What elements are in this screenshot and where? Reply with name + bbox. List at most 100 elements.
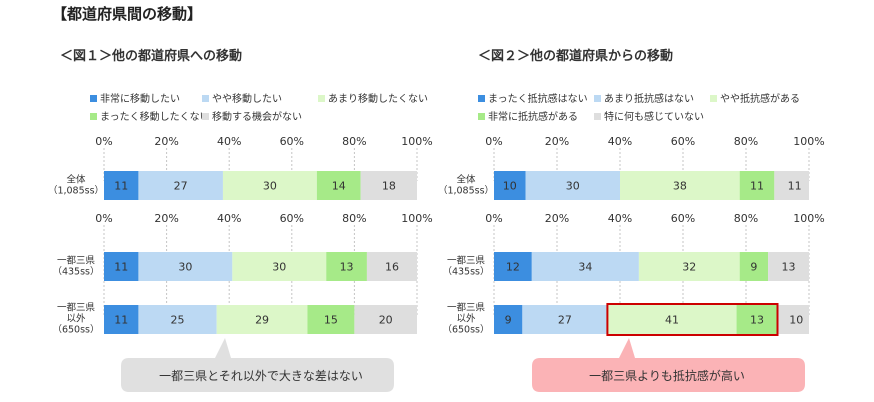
legend-swatch — [202, 113, 209, 120]
bar-segment — [216, 305, 308, 334]
tick-label: 20% — [545, 135, 569, 148]
legend-label: まったく移動したくない — [100, 112, 210, 123]
data-label: 34 — [578, 261, 592, 274]
data-label: 30 — [566, 180, 580, 193]
callout-bubble — [532, 338, 805, 392]
row-label: 以外 — [66, 313, 86, 325]
legend-item: 非常に抵抗感がある — [478, 108, 578, 123]
tick-label: 80% — [342, 212, 366, 225]
legend-label: 特に何も感じていない — [604, 112, 704, 123]
legend-swatch — [478, 95, 485, 102]
tick-label: 20% — [154, 212, 178, 225]
tick-label: 100% — [401, 135, 432, 148]
data-label: 30 — [178, 261, 192, 274]
bar-segment — [138, 252, 233, 281]
tick-label: 60% — [280, 212, 304, 225]
bar-segment — [104, 171, 139, 200]
tick-label: 40% — [608, 135, 632, 148]
row-label: （650ss） — [52, 324, 99, 336]
bar-segment — [307, 305, 355, 334]
data-label: 25 — [171, 314, 185, 327]
bar-segment — [620, 171, 740, 200]
legend-swatch — [594, 95, 601, 102]
data-label: 11 — [114, 180, 128, 193]
tick-label: 100% — [793, 135, 824, 148]
row-label: 全体 — [66, 174, 86, 186]
data-label: 16 — [385, 261, 399, 274]
row-label: 一都三県 — [57, 303, 96, 314]
row-label: （435ss） — [442, 266, 489, 278]
data-label: 18 — [382, 180, 396, 193]
legend-item: やや抵抗感がある — [710, 90, 800, 105]
data-label: 27 — [174, 180, 188, 193]
tick-label: 0% — [95, 135, 112, 148]
callout-text-2: 一都三県よりも抵抗感が高い — [589, 369, 745, 383]
page-title: 【都道府県間の移動】 — [52, 5, 203, 23]
legend-item: あまり抵抗感はない — [594, 90, 694, 105]
tick-label: 40% — [217, 135, 241, 148]
tick-label: 20% — [154, 135, 178, 148]
data-label: 11 — [788, 180, 802, 193]
row-label: （1,085ss） — [48, 185, 104, 197]
bar-segment — [104, 252, 139, 281]
legend-item: 移動する機会がない — [202, 108, 302, 123]
bar-segment — [736, 305, 778, 334]
tick-label: 80% — [734, 212, 758, 225]
highlight-box — [606, 303, 779, 336]
bar-segment — [326, 252, 367, 281]
row-label: （650ss） — [442, 324, 489, 336]
bar-segment — [739, 171, 775, 200]
data-label: 30 — [272, 261, 286, 274]
data-label: 11 — [750, 180, 764, 193]
data-label: 9 — [750, 261, 757, 274]
legend-swatch — [594, 113, 601, 120]
legend-swatch — [202, 95, 209, 102]
row-label: （1,085ss） — [438, 185, 494, 197]
legend-label: やや抵抗感がある — [720, 94, 800, 105]
tick-label: 0% — [485, 135, 502, 148]
bar-segment — [768, 252, 809, 281]
legend-label: 非常に抵抗感がある — [488, 112, 578, 123]
tick-label: 100% — [793, 212, 824, 225]
tick-label: 80% — [342, 135, 366, 148]
tick-label: 60% — [280, 135, 304, 148]
bar-segment — [494, 171, 526, 200]
data-label: 13 — [782, 261, 796, 274]
bar-segment — [494, 252, 532, 281]
data-label: 9 — [505, 314, 512, 327]
bar-segment — [522, 305, 608, 334]
tick-label: 40% — [608, 212, 632, 225]
legend-item: 特に何も感じていない — [594, 108, 704, 123]
data-label: 30 — [263, 180, 277, 193]
bar-segment — [774, 171, 809, 200]
callout-bubble — [121, 338, 394, 392]
legend-label: 移動する機会がない — [212, 112, 302, 123]
data-label: 12 — [506, 261, 520, 274]
bar-segment — [531, 252, 639, 281]
legend-item: あまり移動したくない — [318, 90, 428, 105]
data-label: 10 — [503, 180, 517, 193]
row-label: 一都三県 — [447, 256, 486, 267]
chart-title-2: ＜図２＞他の都道府県からの移動 — [478, 49, 674, 64]
bar-segment — [366, 252, 417, 281]
tick-label: 60% — [671, 212, 695, 225]
legend-label: 非常に移動したい — [100, 94, 180, 105]
bar-segment — [138, 171, 223, 200]
tick-label: 100% — [401, 212, 432, 225]
row-label: 一都三県 — [447, 303, 486, 314]
legend-swatch — [90, 95, 97, 102]
data-label: 14 — [332, 180, 346, 193]
bar-segment — [777, 305, 809, 334]
data-label: 11 — [114, 314, 128, 327]
bar-segment — [494, 305, 523, 334]
callout-text-1: 一都三県とそれ以外で大きな差はない — [159, 369, 363, 383]
legend-item: やや移動したい — [202, 90, 282, 105]
data-label: 11 — [114, 261, 128, 274]
tick-label: 80% — [734, 135, 758, 148]
bar-segment — [354, 305, 417, 334]
tick-label: 40% — [217, 212, 241, 225]
bar-segment — [638, 252, 740, 281]
tick-label: 0% — [485, 212, 502, 225]
row-label: 以外 — [456, 313, 476, 325]
